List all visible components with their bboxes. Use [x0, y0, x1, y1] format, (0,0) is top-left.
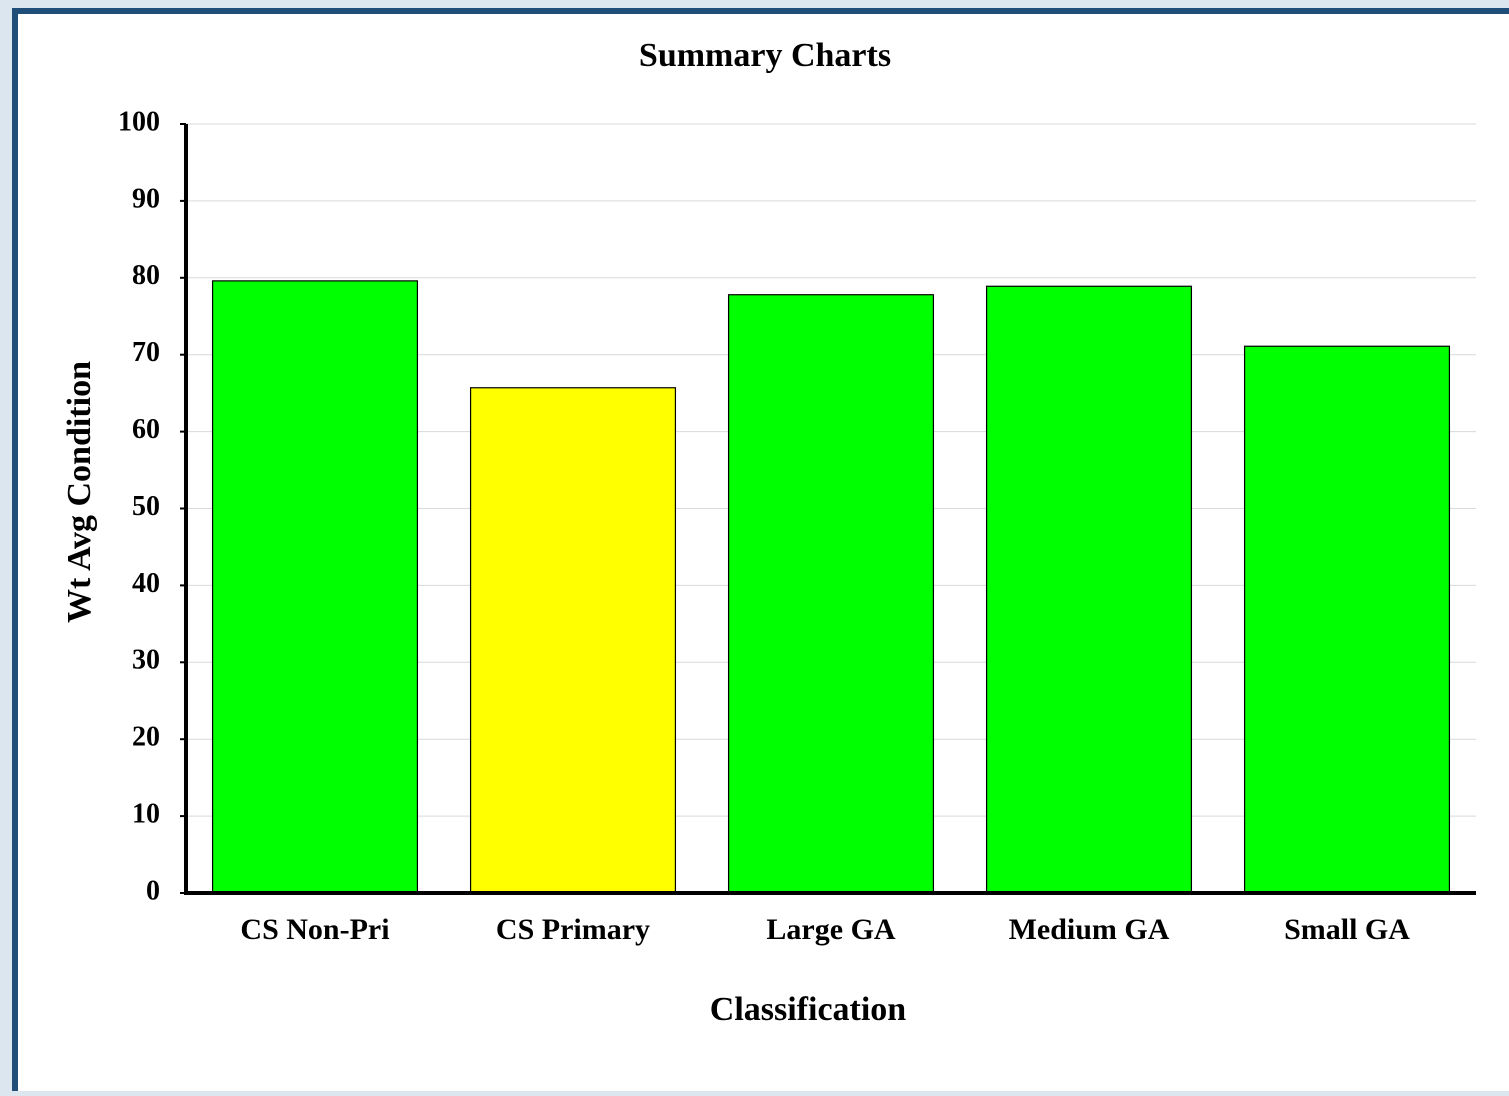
x-tick-label: Large GA [766, 913, 895, 946]
x-axis-title: Classification [710, 991, 907, 1028]
y-tick-label: 30 [132, 645, 160, 676]
bar [469, 387, 677, 894]
y-tick-label: 80 [132, 260, 160, 291]
y-axis-title: Wt Avg Condition [61, 361, 98, 623]
y-tick-label: 60 [132, 414, 160, 445]
chart-title: Summary Charts [639, 37, 891, 74]
x-tick-label: CS Non-Pri [240, 913, 389, 946]
bar [727, 294, 935, 894]
bar [211, 280, 419, 894]
y-tick-label: 50 [132, 491, 160, 522]
x-tick-label: Medium GA [1009, 913, 1170, 946]
y-tick-label: 90 [132, 183, 160, 214]
bar [985, 285, 1193, 894]
bar [1243, 345, 1451, 894]
x-tick-label: CS Primary [496, 913, 650, 946]
y-tick-label: 20 [132, 722, 160, 753]
y-tick-label: 0 [146, 875, 160, 906]
y-tick-label: 70 [132, 337, 160, 368]
y-tick-label: 100 [118, 106, 160, 137]
x-tick-label: Small GA [1284, 913, 1410, 946]
y-tick-label: 40 [132, 568, 160, 599]
y-tick-label: 10 [132, 799, 160, 830]
